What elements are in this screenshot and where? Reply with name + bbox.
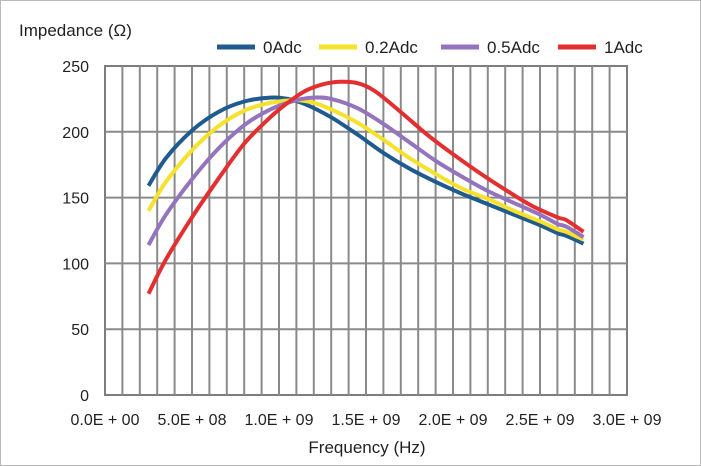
legend-label: 0.2Adc (365, 38, 418, 57)
series-line-0 (146, 95, 585, 246)
grid (104, 65, 628, 396)
y-tick-label: 50 (71, 322, 89, 339)
y-tick-label: 100 (62, 256, 89, 273)
y-tick-label: 150 (62, 191, 89, 208)
legend-label: 0Adc (263, 38, 302, 57)
x-tick-label: 1.0E + 09 (245, 412, 314, 429)
series-line-3 (146, 79, 585, 295)
y-axis-title: Impedance (Ω) (19, 21, 132, 40)
y-tick-label: 250 (62, 59, 89, 76)
x-tick-label: 3.0E + 09 (593, 412, 662, 429)
x-axis-ticks: 0.0E + 00 5.0E + 08 1.0E + 09 1.5E + 09 2.0E… (71, 412, 662, 429)
x-tick-label: 5.0E + 08 (158, 412, 227, 429)
y-tick-label: 0 (80, 388, 89, 405)
x-tick-label: 1.5E + 09 (332, 412, 401, 429)
series-lines (146, 79, 585, 295)
legend-label: 1Adc (604, 38, 643, 57)
y-axis-ticks: 0 50 100 150 200 250 (62, 59, 89, 405)
x-tick-label: 2.0E + 09 (419, 412, 488, 429)
series-line-1 (146, 98, 585, 242)
x-tick-label: 2.5E + 09 (506, 412, 575, 429)
x-axis-title: Frequency (Hz) (308, 438, 425, 457)
legend-label: 0.5Adc (487, 38, 540, 57)
y-tick-label: 200 (62, 125, 89, 142)
x-tick-label: 0.0E + 00 (71, 412, 140, 429)
series-line-2 (146, 95, 585, 246)
legend: 0Adc 0.2Adc 0.5Adc 1Adc (217, 38, 643, 57)
